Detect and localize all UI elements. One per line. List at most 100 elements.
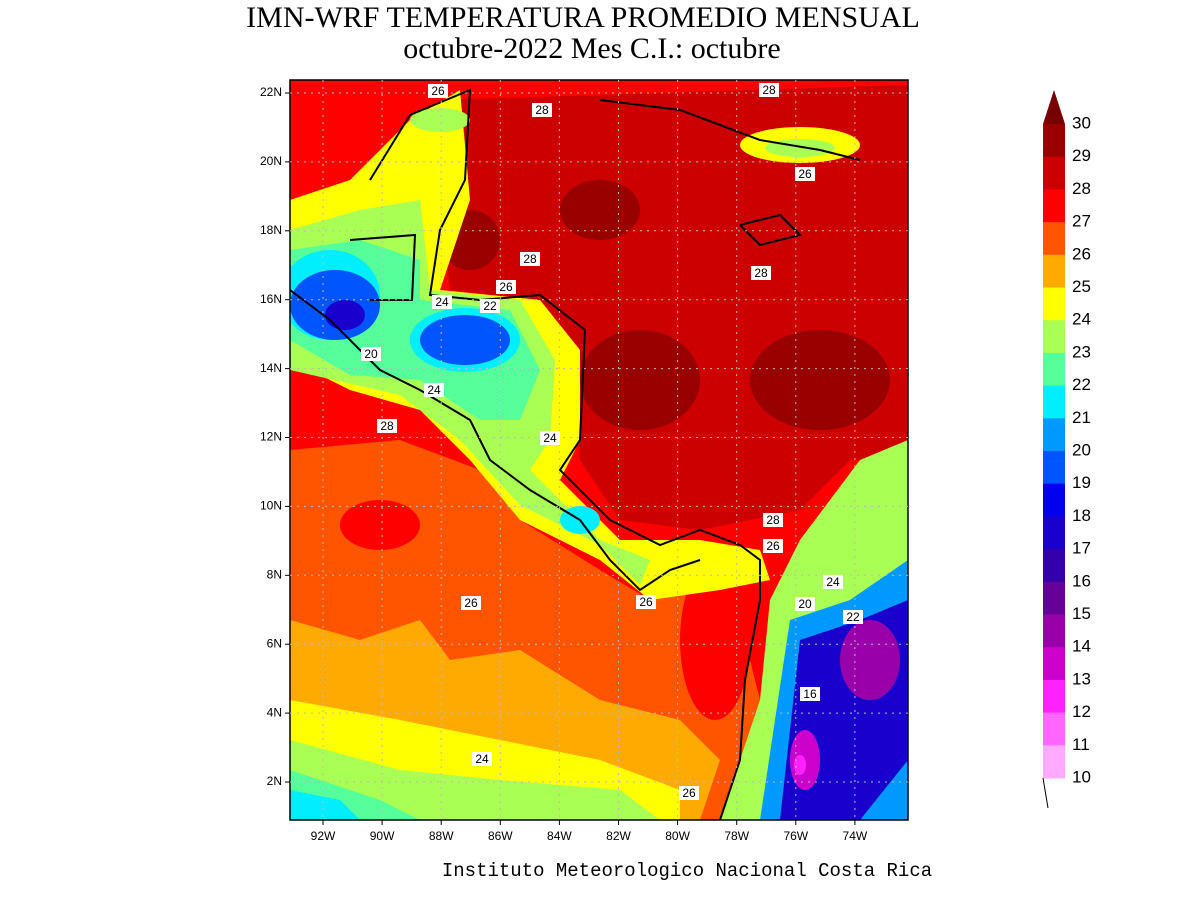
lat-tick-label: 4N [267,705,282,719]
lat-tick-label: 16N [260,292,282,306]
colorbar-swatch [1043,516,1065,550]
colorbar-label: 18 [1072,506,1091,525]
contour-label: 24 [435,295,449,309]
colorbar-label: 23 [1072,342,1091,361]
title-line1: IMN-WRF TEMPERATURA PROMEDIO MENSUAL [246,1,920,34]
colorbar-arrow [1043,90,1065,124]
contour-label-box [636,595,656,609]
colorbar-label: 26 [1072,244,1091,263]
colorbar-label: 28 [1072,179,1091,198]
colorbar-label: 29 [1072,146,1091,165]
contour-label-box [540,431,560,445]
contour-label: 20 [798,597,812,611]
contour-label-box [432,295,452,309]
colorbar-swatch [1043,483,1065,517]
contour-label: 28 [523,252,537,266]
contour-label: 22 [483,299,497,313]
contour-label-box [759,83,779,97]
colorbar-swatch [1043,222,1065,256]
contour-label-box [377,419,397,433]
lon-tick-label: 88W [429,829,454,843]
lon-tick-label: 92W [311,829,336,843]
colorbar-swatch [1043,385,1065,419]
colorbar-label: 12 [1072,702,1091,721]
colorbar-label: 30 [1072,113,1091,132]
lon-tick-label: 78W [724,829,749,843]
colorbar-swatch [1043,451,1065,485]
map-frame [289,79,909,821]
colorbar-label: 20 [1072,440,1091,459]
colorbar-swatch [1043,124,1065,158]
contour-label-box [532,103,552,117]
contour-label: 26 [682,786,696,800]
contour-label-box [428,84,448,98]
contour-label-box [361,347,381,361]
colorbar-label: 13 [1072,669,1091,688]
colorbar-swatch [1043,745,1065,779]
colorbar-label: 10 [1072,767,1091,786]
colorbar-label: 16 [1072,571,1091,590]
contour-label: 26 [431,84,445,98]
lat-tick-label: 8N [267,567,282,581]
contour-label: 26 [639,595,653,609]
contour-label-box [679,786,699,800]
contour-label: 24 [427,383,441,397]
colorbar-swatch [1043,189,1065,223]
lon-tick-label: 82W [606,829,631,843]
colorbar-label: 17 [1072,539,1091,558]
colorbar-label: 24 [1072,310,1091,329]
contour-label: 22 [846,610,860,624]
colorbar-swatch [1043,647,1065,681]
colorbar-swatch [1043,352,1065,387]
lon-tick-label: 84W [547,829,572,843]
lon-tick-label: 76W [783,829,808,843]
lon-tick-label: 80W [665,829,690,843]
colorbar-label: 22 [1072,375,1091,394]
contour-label-box [751,266,771,280]
contour-label: 26 [499,280,513,294]
contour-label: 20 [364,347,378,361]
colorbar-swatch [1043,418,1065,452]
colorbar-label: 15 [1072,604,1091,623]
contour-label-box [763,513,783,527]
contour-label-box [461,596,481,610]
contour-label: 26 [464,596,478,610]
lat-tick-label: 12N [260,430,282,444]
contour-label: 28 [762,83,776,97]
colorbar-swatch [1043,156,1065,190]
colorbar-swatch [1043,320,1065,354]
contour-label: 28 [754,266,768,280]
lat-tick-label: 18N [260,223,282,237]
contour-label-box [795,597,815,611]
title-line2: octubre-2022 Mes C.I.: octubre [403,32,780,65]
contour-label: 24 [826,575,840,589]
colorbar-label: 25 [1072,277,1091,296]
contour-label: 26 [766,539,780,553]
lon-tick-label: 90W [370,829,395,843]
colorbar-label: 19 [1072,473,1091,492]
contour-label-box [800,687,820,701]
colorbar-swatch [1043,254,1065,288]
contour-label: 28 [380,419,394,433]
contour-label: 28 [535,103,549,117]
lat-tick-label: 10N [260,499,282,513]
colorbar-label: 27 [1072,212,1091,231]
contour-label-box [843,610,863,624]
contour-label-box [795,167,815,181]
lat-tick-label: 14N [260,361,282,375]
contour-label: 26 [798,167,812,181]
colorbar-swatch [1043,614,1065,648]
colorbar-label: 11 [1072,735,1090,754]
contour-label-box [424,383,444,397]
contour-label-box [823,575,843,589]
contour-label: 16 [803,687,817,701]
contour-label: 28 [766,513,780,527]
contour-label-box [480,299,500,313]
lat-tick-label: 2N [267,774,282,788]
contour-label: 24 [543,431,557,445]
colorbar-swatch [1043,549,1065,583]
lon-tick-label: 86W [488,829,513,843]
contour-label-box [520,252,540,266]
contour-label-box [496,280,516,294]
